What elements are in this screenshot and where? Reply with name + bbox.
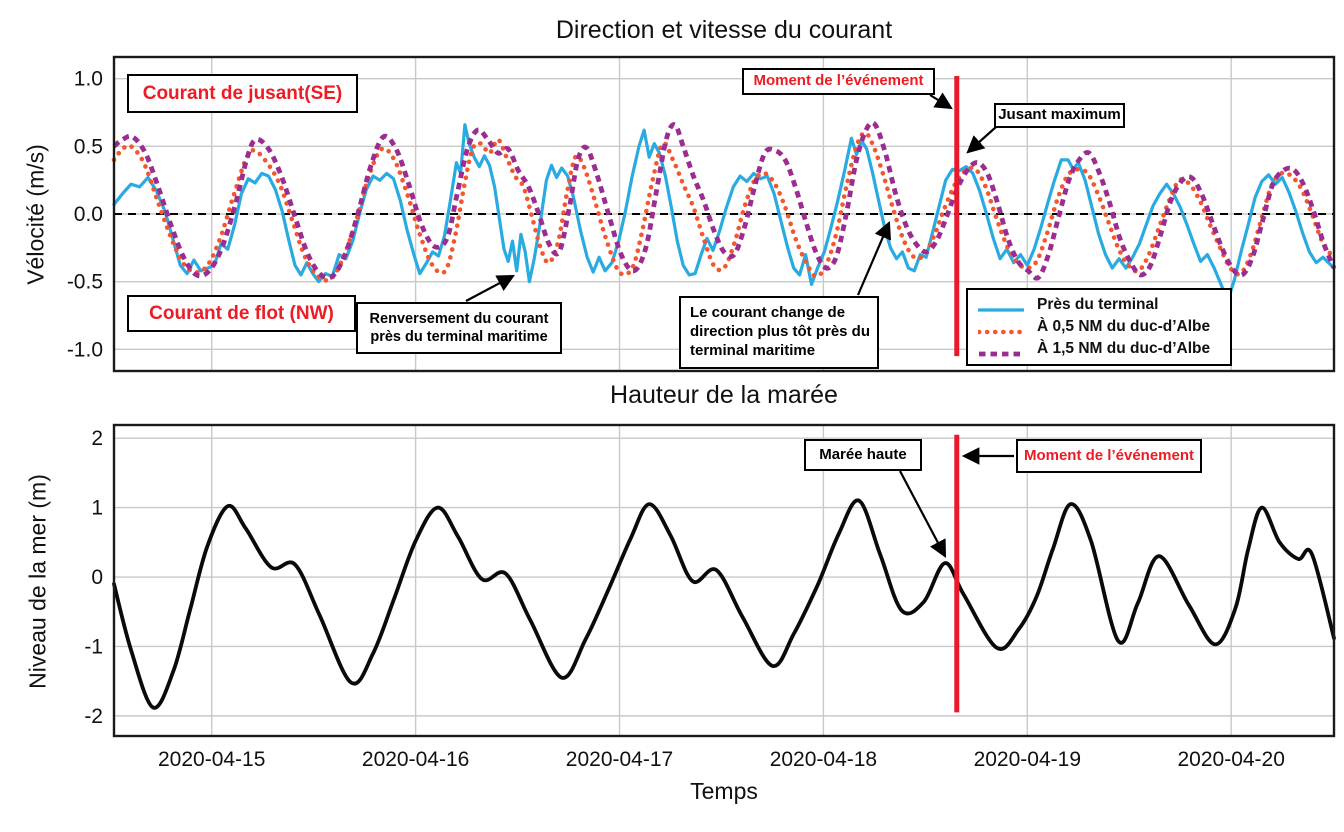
velocity-y-axis-label: Vélocité (m/s) — [22, 144, 49, 285]
legend: Près du terminal À 0,5 NM du duc-d’Albe … — [966, 288, 1232, 366]
plot-border — [112, 55, 1336, 373]
x-tick-label: 2020-04-20 — [1177, 748, 1284, 771]
x-tick-label: 2020-04-16 — [362, 748, 469, 771]
velocity-chart-title: Direction et vitesse du courant — [555, 16, 893, 44]
x-tick-label: 2020-04-19 — [974, 748, 1081, 771]
tide-y-axis-label: Niveau de la mer (m) — [24, 474, 51, 689]
annotation-max-ebb: Jusant maximum — [994, 103, 1125, 128]
tide-chart-title: Hauteur de la marée — [610, 381, 838, 409]
series-line--1-5-nm-du-duc-d-albe — [112, 120, 1337, 281]
annotation-direction-change: Le courant change de direction plus tôt … — [679, 296, 879, 369]
y-tick-label: -2 — [84, 705, 103, 728]
x-tick-label: 2020-04-18 — [770, 748, 877, 771]
y-tick-label: 0.5 — [74, 135, 103, 158]
plot-border — [112, 423, 1336, 738]
series-line-pr-s-du-terminal — [112, 123, 1336, 303]
legend-swatch-purple-dashed — [978, 345, 1024, 357]
y-tick-label: 0 — [91, 566, 103, 589]
y-tick-label: 2 — [91, 427, 103, 450]
annotation-arrow — [899, 470, 947, 558]
series-line--0-5-nm-du-duc-d-albe — [111, 130, 1337, 283]
y-tick-label: -1 — [84, 635, 103, 658]
annotation-arrow — [856, 220, 891, 296]
legend-item-terminal: Près du terminal — [977, 296, 1220, 314]
annotation-flood-current-zone: Courant de flot (NW) — [127, 295, 356, 332]
y-tick-label: -0.5 — [67, 271, 103, 294]
y-tick-label: 0.0 — [74, 203, 103, 226]
x-tick-label: 2020-04-15 — [158, 748, 265, 771]
annotation-high-tide: Marée haute — [804, 439, 922, 471]
annotation-arrow — [929, 92, 953, 110]
legend-item-15nm: À 1,5 NM du duc-d’Albe — [978, 340, 1220, 358]
annotation-event-moment-top: Moment de l’événement — [742, 68, 935, 95]
legend-item-05nm: À 0,5 NM du duc-d’Albe — [976, 318, 1220, 336]
annotation-arrow — [966, 126, 997, 154]
legend-swatch-orange-dotted — [976, 323, 1026, 335]
y-tick-label: 1 — [91, 497, 103, 520]
annotation-current-reversal: Renversement du courant près du terminal… — [356, 302, 562, 354]
annotation-arrow — [465, 274, 515, 302]
y-tick-label: -1.0 — [67, 338, 103, 361]
annotation-event-moment-bottom: Moment de l’événement — [1016, 439, 1202, 473]
x-tick-label: 2020-04-17 — [566, 748, 673, 771]
annotation-ebb-current-zone: Courant de jusant(SE) — [127, 74, 358, 113]
x-axis-label: Temps — [690, 778, 758, 804]
legend-swatch-cyan-line — [977, 301, 1025, 312]
series-line-niveau-de-la-mer — [112, 498, 1336, 710]
y-tick-label: 1.0 — [74, 68, 103, 91]
